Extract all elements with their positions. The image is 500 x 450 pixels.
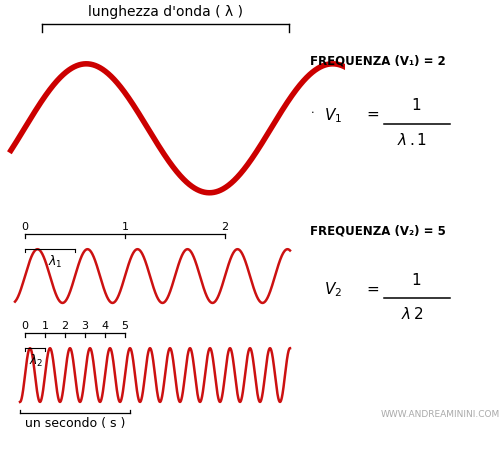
- Text: 1: 1: [411, 273, 421, 288]
- Text: 1: 1: [122, 222, 128, 232]
- Text: FREQUENZA (V₂) = 5: FREQUENZA (V₂) = 5: [310, 225, 446, 238]
- Text: lunghezza d'onda ( λ ): lunghezza d'onda ( λ ): [88, 4, 243, 18]
- Text: 2: 2: [222, 222, 228, 232]
- Text: FREQUENZA (V₁) = 2: FREQUENZA (V₁) = 2: [310, 55, 446, 68]
- Text: $=$: $=$: [364, 106, 380, 121]
- Text: $\lambda\,.1$: $\lambda\,.1$: [397, 132, 427, 148]
- Text: $\lambda_1$: $\lambda_1$: [48, 254, 62, 270]
- Text: 4: 4: [102, 321, 108, 331]
- Text: 2: 2: [62, 321, 68, 331]
- Text: 5: 5: [122, 321, 128, 331]
- Text: WWW.ANDREAMININI.COM: WWW.ANDREAMININI.COM: [381, 410, 500, 419]
- Text: 1: 1: [42, 321, 48, 331]
- Text: $=$: $=$: [364, 280, 380, 296]
- Text: $\lambda\,2$: $\lambda\,2$: [401, 306, 423, 322]
- Text: $V_1$: $V_1$: [324, 106, 342, 125]
- Text: 0: 0: [22, 321, 29, 331]
- Text: $V_2$: $V_2$: [324, 280, 342, 299]
- Text: un secondo ( s ): un secondo ( s ): [25, 417, 125, 430]
- Text: 1: 1: [411, 98, 421, 113]
- Text: 0: 0: [22, 222, 29, 232]
- Text: $\lambda_2$: $\lambda_2$: [28, 353, 44, 369]
- Text: 3: 3: [82, 321, 88, 331]
- Text: $\cdot$: $\cdot$: [310, 106, 314, 116]
